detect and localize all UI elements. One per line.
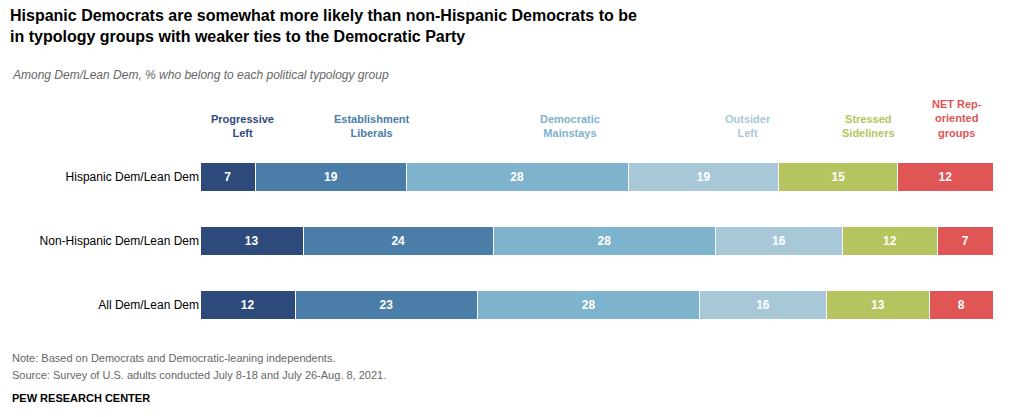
svg-text:Source: Survey of U.S. adults: Source: Survey of U.S. adults conducted … [12, 369, 386, 381]
svg-text:15: 15 [832, 170, 846, 184]
svg-text:23: 23 [380, 298, 394, 312]
svg-text:Among Dem/Lean Dem, % who belo: Among Dem/Lean Dem, % who belong to each… [12, 68, 389, 82]
svg-text:24: 24 [391, 234, 405, 248]
svg-text:StressedSideliners: StressedSideliners [842, 113, 895, 139]
svg-text:7: 7 [224, 170, 231, 184]
svg-text:12: 12 [939, 170, 953, 184]
svg-text:12: 12 [241, 298, 255, 312]
svg-text:Hispanic Dem/Lean Dem: Hispanic Dem/Lean Dem [66, 170, 199, 184]
svg-text:ProgressiveLeft: ProgressiveLeft [211, 113, 274, 139]
svg-text:NET Rep-orientedgroups: NET Rep-orientedgroups [932, 98, 982, 139]
svg-text:19: 19 [697, 170, 711, 184]
svg-text:OutsiderLeft: OutsiderLeft [725, 113, 771, 139]
svg-text:Hispanic Democrats are somewha: Hispanic Democrats are somewhat more lik… [10, 7, 637, 45]
svg-text:19: 19 [324, 170, 338, 184]
svg-text:EstablishmentLiberals: EstablishmentLiberals [334, 113, 410, 139]
svg-text:13: 13 [871, 298, 885, 312]
svg-text:28: 28 [598, 234, 612, 248]
svg-text:All Dem/Lean Dem: All Dem/Lean Dem [98, 298, 199, 312]
svg-text:DemocraticMainstays: DemocraticMainstays [540, 113, 600, 139]
svg-text:13: 13 [245, 234, 259, 248]
svg-text:28: 28 [582, 298, 596, 312]
svg-text:28: 28 [510, 170, 524, 184]
svg-text:Non-Hispanic Dem/Lean Dem: Non-Hispanic Dem/Lean Dem [40, 234, 199, 248]
svg-text:16: 16 [772, 234, 786, 248]
svg-text:16: 16 [756, 298, 770, 312]
svg-text:PEW RESEARCH CENTER: PEW RESEARCH CENTER [12, 392, 150, 404]
svg-text:7: 7 [962, 234, 969, 248]
svg-text:12: 12 [883, 234, 897, 248]
svg-text:8: 8 [958, 298, 965, 312]
svg-text:Note: Based on Democrats and D: Note: Based on Democrats and Democratic-… [12, 352, 335, 364]
